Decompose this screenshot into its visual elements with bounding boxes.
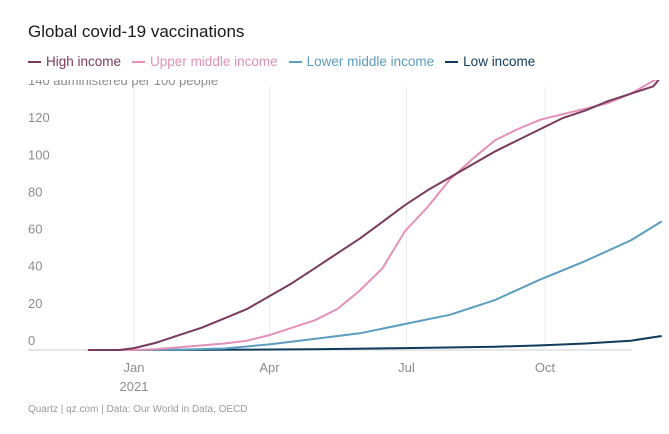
y-tick-label: 120 bbox=[28, 110, 50, 125]
legend-swatch bbox=[288, 60, 302, 63]
y-tick-label: 40 bbox=[28, 259, 42, 274]
legend-item-high-income: High income bbox=[28, 54, 121, 69]
legend-item-upper-middle-income: Upper middle income bbox=[132, 54, 278, 69]
legend-swatch bbox=[445, 60, 459, 63]
legend-item-low-income: Low income bbox=[445, 54, 535, 69]
legend-label: Low income bbox=[463, 54, 536, 69]
x-tick-label: Oct bbox=[535, 360, 556, 375]
y-tick-label: 20 bbox=[28, 296, 42, 311]
legend-label: Upper middle income bbox=[150, 54, 278, 69]
legend-item-lower-middle-income: Lower middle income bbox=[288, 54, 435, 69]
chart-plot: 0 20 40 60 80 100 120 140 administered per 100 … bbox=[28, 80, 662, 394]
chart-title: Global covid-19 vaccinations bbox=[28, 22, 245, 41]
legend-swatch bbox=[132, 60, 146, 63]
series-line-high-income bbox=[87, 80, 660, 351]
legend: High income Upper middle income Lower mi… bbox=[28, 54, 546, 69]
x-tick-label: Jan bbox=[124, 360, 145, 375]
x-tick-label: Apr bbox=[259, 360, 280, 375]
series-line-lower-middle-income bbox=[87, 220, 662, 351]
source-credit: Quartz | qz.com | Data: Our World in Dat… bbox=[28, 404, 248, 415]
y-tick-label: 0 bbox=[28, 333, 35, 348]
x-tick-sublabel: 2021 bbox=[120, 379, 149, 394]
y-tick-label: 140 administered per 100 people bbox=[28, 80, 218, 88]
x-tick-label: Jul bbox=[398, 360, 415, 375]
legend-swatch bbox=[28, 60, 41, 63]
legend-label: High income bbox=[46, 54, 122, 69]
legend-label: Lower middle income bbox=[306, 54, 435, 69]
y-tick-label: 100 bbox=[28, 147, 50, 162]
y-tick-label: 60 bbox=[28, 222, 42, 237]
y-tick-label: 80 bbox=[28, 184, 42, 199]
series-line-upper-middle-income bbox=[87, 80, 658, 351]
